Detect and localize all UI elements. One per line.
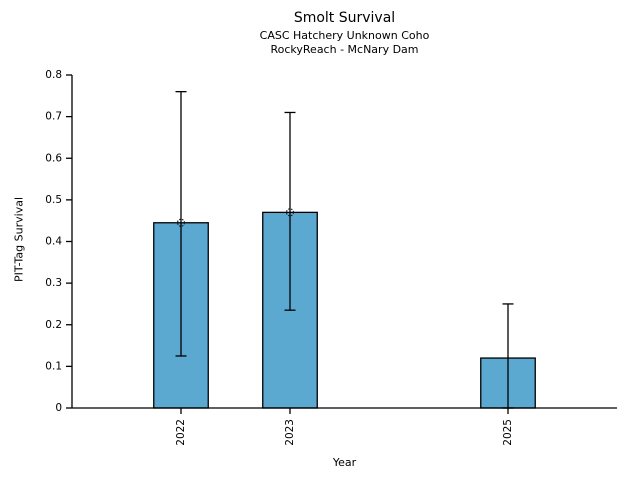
- chart-title: Smolt Survival: [293, 10, 396, 26]
- chart-subtitle-line2: RockyReach - McNary Dam: [270, 43, 419, 56]
- y-tick-label: 0.5: [45, 194, 62, 206]
- x-axis-label: Year: [332, 456, 357, 469]
- y-tick-label: 0.1: [45, 360, 62, 372]
- y-tick-label: 0.3: [45, 277, 62, 289]
- point-marker: [176, 218, 186, 227]
- chart-subtitle-line1: CASC Hatchery Unknown Coho: [259, 29, 430, 42]
- point-marker: [285, 208, 295, 217]
- y-tick-label: 0.2: [45, 319, 62, 331]
- y-tick-label: 0.7: [45, 111, 62, 123]
- y-tick-label: 0.4: [45, 236, 62, 248]
- y-tick-label: 0.8: [45, 69, 62, 81]
- x-tick-label: 2023: [284, 419, 296, 446]
- y-tick-label: 0.6: [45, 152, 62, 164]
- x-tick-label: 2022: [175, 419, 187, 446]
- y-tick-label: 0: [55, 402, 62, 414]
- x-tick-label: 2025: [502, 419, 514, 446]
